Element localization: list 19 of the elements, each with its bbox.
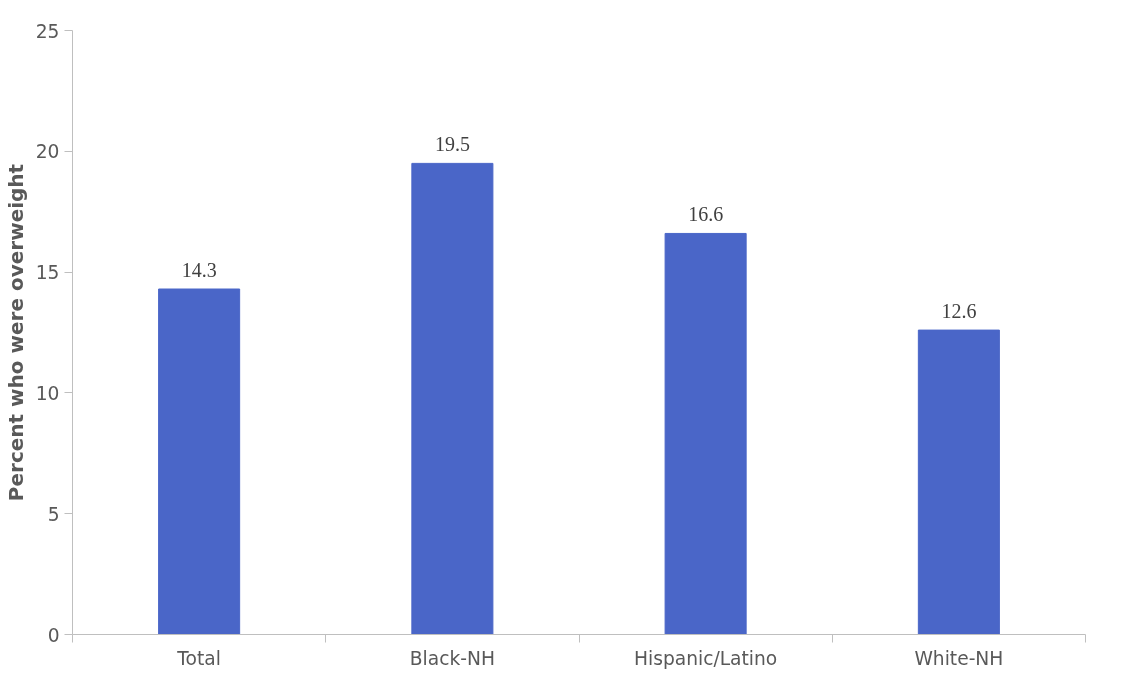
bar (917, 329, 1000, 635)
x-tick-label: Black-NH (409, 647, 495, 669)
bar (664, 232, 747, 635)
x-tick-label: Total (176, 647, 221, 669)
bar (158, 288, 241, 635)
data-label: 16.6 (688, 203, 724, 226)
x-tick-label: Hispanic/Latino (633, 647, 778, 669)
y-tick-label: 15 (35, 262, 60, 284)
y-axis-title: Percent who were overweight (3, 163, 28, 502)
y-tick-label: 25 (35, 20, 60, 42)
data-label: 14.3 (181, 259, 217, 282)
y-tick-label: 0 (47, 624, 60, 646)
y-tick-label: 10 (35, 382, 60, 404)
data-label: 19.5 (434, 133, 470, 156)
y-tick-label: 20 (35, 141, 60, 163)
x-tick-label: White-NH (914, 647, 1004, 669)
bar (411, 162, 494, 635)
y-tick-label: 5 (47, 503, 60, 525)
data-label: 12.6 (941, 300, 977, 323)
